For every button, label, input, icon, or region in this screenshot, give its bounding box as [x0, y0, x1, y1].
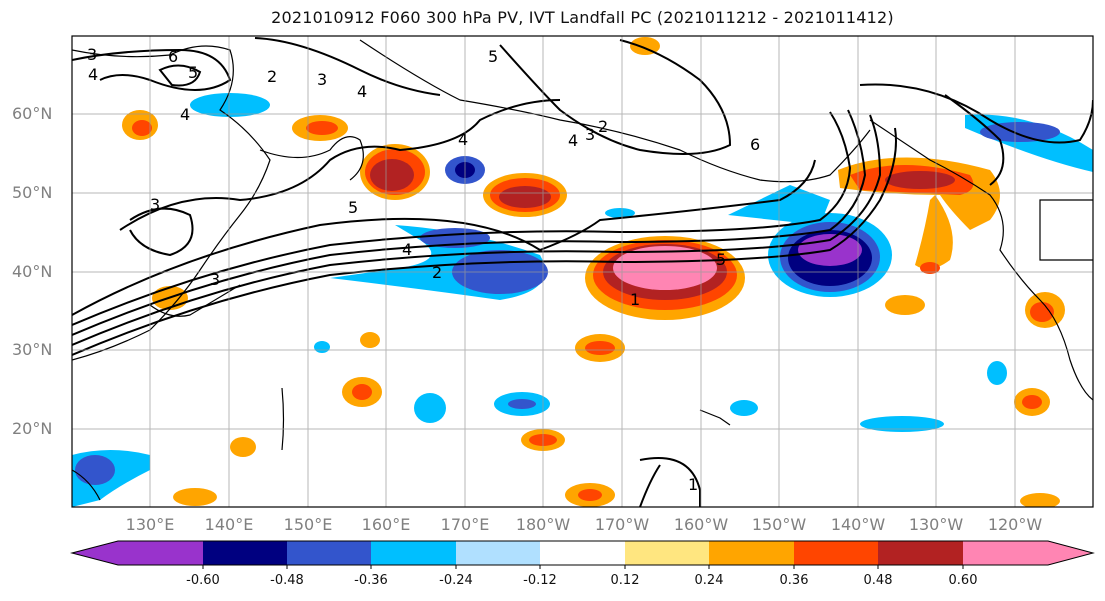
colorbar-tick-label: 0.60	[948, 573, 978, 588]
anomaly-fields	[72, 37, 1093, 507]
colorbar-tick-label: 0.36	[779, 573, 809, 588]
contour-label: 6	[750, 135, 760, 154]
colorbar-segment	[371, 541, 456, 565]
colorbar-tick-label: -0.48	[270, 573, 304, 588]
lat-label: 40°N	[12, 262, 53, 281]
lat-label: 20°N	[12, 419, 53, 438]
contour-label: 5	[188, 63, 198, 82]
lon-label: 120°W	[987, 515, 1043, 534]
lon-label: 170°W	[594, 515, 650, 534]
graticule	[72, 36, 1093, 507]
map-title: 2021010912 F060 300 hPa PV, IVT Landfall…	[271, 8, 894, 27]
lon-label: 150°E	[283, 515, 333, 534]
colorbar-tick-label: 0.48	[863, 573, 893, 588]
lon-label: 160°E	[361, 515, 411, 534]
contour-label: 3	[585, 125, 595, 144]
colorbar-tick-label: 0.12	[610, 573, 640, 588]
contour-label: 2	[598, 117, 608, 136]
contour-label: 3	[317, 70, 327, 89]
colorbar	[70, 540, 1095, 569]
colorbar-segment	[794, 541, 878, 565]
lat-label: 60°N	[12, 104, 53, 123]
lon-label: 180°W	[515, 515, 571, 534]
colorbar-segment	[709, 541, 794, 565]
lon-label: 130°W	[908, 515, 964, 534]
contour-label: 2	[267, 67, 277, 86]
colorbar-tick-label: -0.60	[186, 573, 220, 588]
contour-label: 6	[168, 47, 178, 66]
colorbar-tick-label: 0.24	[694, 573, 724, 588]
colorbar-segment	[72, 541, 203, 565]
contour-label: 4	[88, 65, 98, 84]
contour-label: 4	[357, 82, 367, 101]
contour-label: 5	[716, 250, 726, 269]
lat-label: 50°N	[12, 183, 53, 202]
colorbar-tick-label: -0.36	[354, 573, 388, 588]
lat-label: 30°N	[12, 340, 53, 359]
contour-label: 1	[688, 475, 698, 494]
coastlines	[72, 39, 1093, 501]
contour-label: 4	[568, 131, 578, 150]
colorbar-segment	[878, 541, 963, 565]
lon-label: 130°E	[125, 515, 175, 534]
plot-frame	[71, 35, 1094, 508]
colorbar-segment	[456, 541, 540, 565]
contour-label: 3	[210, 270, 220, 289]
contour-label: 3	[150, 195, 160, 214]
colorbar-segment	[540, 541, 625, 565]
lon-label: 150°W	[751, 515, 807, 534]
colorbar-segment	[287, 541, 371, 565]
contour-label: 2	[432, 263, 442, 282]
contour-label: 4	[180, 105, 190, 124]
colorbar-tick-label: -0.12	[523, 573, 557, 588]
contour-label: 5	[348, 198, 358, 217]
contour-label: 3	[87, 45, 97, 64]
contour-label: 1	[630, 290, 640, 309]
colorbar-segment	[963, 541, 1093, 565]
colorbar-tick-label: -0.24	[439, 573, 473, 588]
contour-label: 4	[458, 130, 468, 149]
lon-label: 160°W	[673, 515, 729, 534]
colorbar-segment	[625, 541, 709, 565]
contour-label: 4	[402, 240, 412, 259]
colorbar-segment	[203, 541, 287, 565]
contour-labels: 6 3 4 2 3 5 4 5 3 2 4 4 6 3 5 4 2 5 1 4 …	[87, 45, 760, 494]
lon-label: 140°E	[204, 515, 254, 534]
lon-label: 140°W	[830, 515, 886, 534]
contour-label: 5	[488, 47, 498, 66]
lon-label: 170°E	[440, 515, 490, 534]
